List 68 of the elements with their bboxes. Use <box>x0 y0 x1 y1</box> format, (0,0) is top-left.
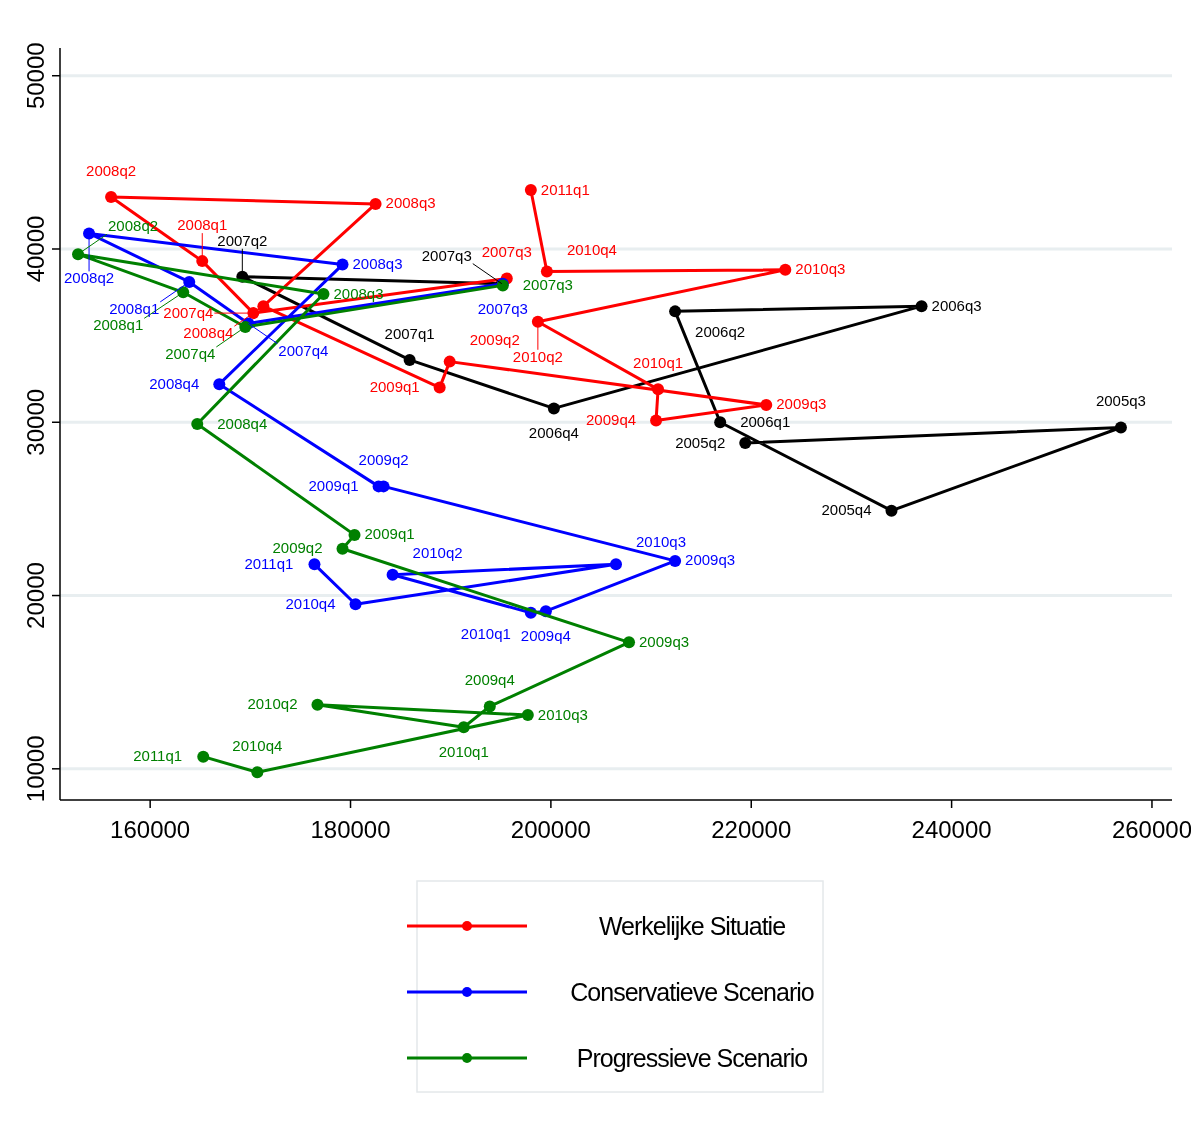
annotation: 2007q4 <box>165 344 216 362</box>
annotation: 2007q2 <box>217 231 268 249</box>
y-tick-label: 30000 <box>22 388 49 456</box>
annotation: 2008q1 <box>177 216 228 234</box>
annotation: 2008q3 <box>352 255 403 273</box>
x-tick-label: 260000 <box>1111 816 1193 843</box>
annotation: 2007q1 <box>384 324 435 342</box>
x-tick-label: 200000 <box>510 816 591 843</box>
y-tick-label: 50000 <box>22 42 49 110</box>
annotation: 2008q3 <box>385 194 436 212</box>
annotation: 2006q1 <box>740 412 791 430</box>
y-tick-label: 20000 <box>22 562 49 629</box>
annotation: 2010q2 <box>412 543 463 561</box>
annotation: 2009q3 <box>776 395 827 413</box>
annotation: 2010q1 <box>633 354 684 372</box>
annotation: 2006q4 <box>528 424 579 442</box>
y-tick-label: 40000 <box>22 215 49 283</box>
annotation: 2007q3 <box>481 243 532 261</box>
annotation: 2011q1 <box>133 747 183 765</box>
annotation: 2010q4 <box>232 737 283 755</box>
annotation: 2010q4 <box>285 594 336 612</box>
legend-label: Progressieve Scenario <box>576 1044 808 1072</box>
legend-label: Conservatieve Scenario <box>570 978 814 1006</box>
annotation: 2008q3 <box>333 284 384 302</box>
annotation: 2009q4 <box>586 411 637 429</box>
annotation: 2010q1 <box>460 624 511 642</box>
annotation: 2008q1 <box>109 299 160 317</box>
annotation: 2005q4 <box>821 501 872 519</box>
annotation: 2010q2 <box>512 347 563 365</box>
y-tick-label: 10000 <box>22 735 49 803</box>
annotation: 2010q2 <box>247 695 298 713</box>
annotation: 2006q3 <box>931 296 982 314</box>
annotation: 2009q4 <box>464 671 515 689</box>
annotation: 2009q2 <box>469 330 520 348</box>
annotation: 2007q4 <box>278 341 329 359</box>
annotation: 2007q3 <box>421 246 472 264</box>
annotation: 2009q1 <box>369 378 420 396</box>
annotation: 2008q4 <box>183 324 234 342</box>
annotation: 2009q1 <box>364 525 415 543</box>
annotation: 2010q3 <box>795 260 846 278</box>
annotation: 2008q2 <box>86 162 137 180</box>
annotation: 2010q3 <box>636 533 687 551</box>
annotation: 2010q4 <box>566 240 617 258</box>
annotation: 2011q1 <box>244 554 294 572</box>
x-tick-label: 180000 <box>310 816 391 843</box>
text: Werkelijke Situatie <box>598 912 786 940</box>
annotation: 2011q1 <box>540 180 590 198</box>
annotation: 2007q3 <box>477 299 528 317</box>
annotation: 2007q3 <box>522 275 573 293</box>
annotation: 2010q3 <box>537 705 588 723</box>
annotation: 2009q3 <box>685 551 736 569</box>
annotation: 2005q2 <box>675 433 726 451</box>
annotation: 2008q1 <box>93 316 144 334</box>
annotation: 2008q4 <box>217 414 268 432</box>
annotation: 2009q4 <box>520 627 571 645</box>
annotation: 2009q1 <box>308 476 359 494</box>
annotation: 2010q1 <box>438 743 489 761</box>
annotation: 2009q2 <box>358 451 409 469</box>
annotation: 2008q4 <box>149 374 200 392</box>
annotation: 2007q4 <box>163 303 214 321</box>
x-tick-label: 220000 <box>711 816 792 843</box>
annotation: 2009q2 <box>272 539 323 557</box>
annotation: 2009q3 <box>639 632 690 650</box>
annotation: 2006q2 <box>695 323 746 341</box>
x-tick-label: 160000 <box>110 816 191 843</box>
annotation: 2005q3 <box>1095 392 1146 410</box>
x-tick-label: 240000 <box>911 816 992 843</box>
annotation: 2008q2 <box>64 269 115 287</box>
